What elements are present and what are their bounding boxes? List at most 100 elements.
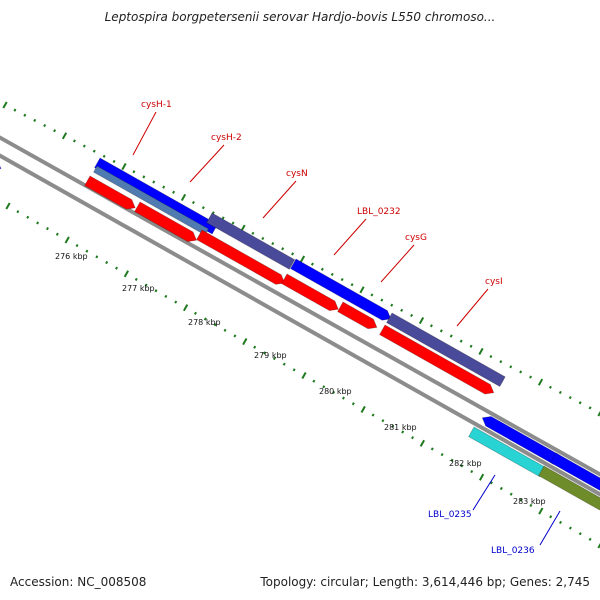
label-leader — [539, 510, 561, 546]
tick-mark — [479, 473, 485, 481]
tick-mark — [568, 526, 572, 530]
tick-mark — [26, 215, 30, 219]
tick-mark — [519, 498, 523, 502]
tick-mark — [123, 270, 129, 278]
cds-LBL_0235 — [468, 426, 546, 478]
tick-mark — [221, 216, 225, 220]
tick-mark — [460, 464, 464, 468]
tick-mark — [489, 481, 493, 485]
tick-mark — [112, 159, 116, 164]
accession-label: Accession: NC_008508 — [10, 575, 147, 589]
tick-mark — [341, 396, 345, 400]
tick-mark — [359, 286, 365, 294]
tick-mark — [75, 243, 79, 248]
tick-mark — [499, 486, 503, 491]
scale-label: 283 kbp — [513, 497, 546, 506]
tick-mark — [322, 385, 326, 389]
label-leader — [472, 474, 496, 511]
tick-mark — [281, 247, 285, 251]
scale-label: 280 kbp — [319, 387, 352, 396]
label-leader — [380, 244, 415, 283]
tick-mark — [509, 365, 513, 369]
label-leader — [189, 144, 225, 183]
cds-reverse — [84, 175, 136, 210]
tick-mark — [301, 371, 307, 380]
gene-label: LBL_0236 — [491, 546, 535, 556]
gene-label: cysH-1 — [141, 100, 172, 110]
scale-label: 282 kbp — [449, 459, 482, 468]
cds-cysH-1 — [94, 157, 219, 235]
tick-mark — [132, 170, 136, 174]
tick-mark — [529, 375, 533, 379]
tick-mark — [478, 347, 484, 355]
tick-mark — [597, 542, 600, 549]
tick-mark — [381, 419, 385, 423]
tick-mark — [45, 227, 49, 231]
label-leader — [262, 180, 297, 219]
tick-mark — [5, 202, 11, 210]
tick-mark — [529, 503, 533, 508]
cds-LBL_0234b — [550, 452, 600, 491]
tick-mark — [16, 210, 20, 214]
tick-mark — [43, 123, 47, 128]
tick-mark — [519, 370, 523, 374]
tick-mark — [36, 221, 40, 225]
scale-label: 278 kbp — [188, 318, 221, 327]
tick-mark — [180, 193, 187, 201]
cds-cysI — [386, 312, 506, 388]
tick-mark — [61, 132, 68, 140]
tick-mark — [115, 266, 119, 270]
tick-mark — [231, 221, 235, 225]
scale-label: 277 kbp — [122, 284, 155, 293]
tick-mark — [299, 255, 306, 263]
tick-mark — [154, 289, 158, 293]
tick-mark — [332, 390, 336, 395]
tick-mark — [440, 453, 444, 457]
tick-mark — [263, 351, 267, 355]
tick-mark — [191, 200, 195, 205]
tick-mark — [439, 329, 443, 333]
tick-mark — [92, 149, 96, 153]
label-leader — [456, 288, 489, 327]
scale-label: 281 kbp — [384, 423, 417, 432]
tick-mark — [13, 108, 17, 112]
tick-mark — [390, 303, 394, 307]
tick-mark — [82, 144, 86, 148]
tick-mark — [578, 401, 582, 405]
tick-mark — [72, 139, 76, 143]
tick-mark — [418, 317, 425, 325]
tick-mark — [597, 410, 600, 417]
cds-cysN — [206, 212, 296, 270]
tick-mark — [134, 277, 138, 282]
tick-mark — [401, 430, 405, 434]
tick-mark — [203, 317, 207, 321]
tick-mark — [509, 492, 513, 496]
tick-mark — [162, 185, 166, 189]
tick-mark — [469, 344, 473, 348]
tick-mark — [242, 338, 248, 346]
tick-mark — [2, 101, 8, 109]
tick-mark — [419, 439, 425, 447]
gene-label: cysN — [286, 169, 308, 179]
tick-mark — [371, 413, 375, 417]
tick-mark — [253, 345, 257, 349]
cds-reverse — [379, 324, 495, 395]
tick-mark — [213, 323, 217, 327]
tick-mark — [558, 390, 562, 395]
tick-mark — [391, 424, 395, 428]
tick-mark — [95, 255, 99, 259]
tick-mark — [350, 283, 354, 287]
gene-label: cysG — [405, 233, 427, 243]
tick-mark — [320, 267, 324, 271]
gene-label: LBL_0235 — [428, 510, 472, 520]
cds-reverse — [134, 201, 198, 242]
tick-mark — [489, 354, 493, 359]
tick-mark — [449, 334, 453, 338]
tick-mark — [588, 537, 592, 541]
tick-mark — [351, 402, 355, 406]
tick-mark — [578, 532, 582, 536]
cds-reverse — [281, 273, 339, 312]
cds-LBL_0234 — [481, 416, 560, 465]
tick-mark — [174, 300, 178, 304]
